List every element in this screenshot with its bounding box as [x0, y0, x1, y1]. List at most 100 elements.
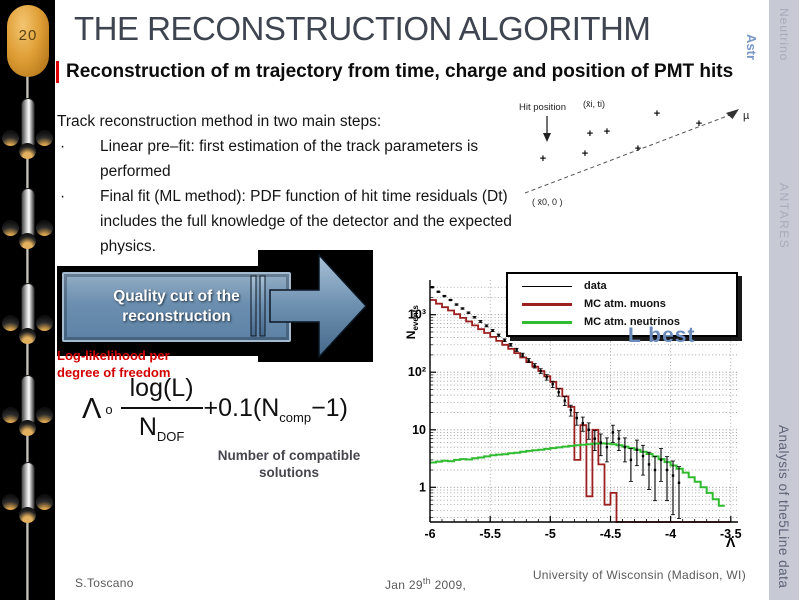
arrow-speed-bar — [250, 275, 257, 337]
right-banner: Neutrino ANTARES Analysis of the5Line da… — [769, 0, 799, 600]
detector-storey — [0, 375, 55, 461]
detector-line-sidebar: 20 — [0, 0, 55, 600]
formula-fraction: log(L) NDOF — [120, 374, 203, 444]
hit-position-label: Hit position — [519, 102, 566, 113]
legend-row: data — [508, 277, 736, 295]
footer-date: Jan 29th 2009, — [385, 576, 467, 592]
optical-module — [19, 328, 36, 344]
ncomp-label: Number of compatible solutions — [217, 448, 361, 480]
chart-legend: data MC atm. muons MC atm. neutrinos — [506, 272, 738, 337]
slide-subtitle: Reconstruction of m trajectory from time… — [56, 61, 779, 83]
origin-label: ( x̄0, 0 ) — [532, 197, 563, 207]
chart-x-axis-label: Λ — [726, 534, 736, 550]
formula-rest: +0.1(Ncomp−1) — [203, 393, 348, 425]
svg-text:1: 1 — [419, 480, 426, 494]
svg-text:10²: 10² — [408, 365, 426, 379]
svg-text:-4: -4 — [665, 527, 676, 541]
banner-text-neutrino: Neutrino — [777, 8, 791, 62]
formula-numerator: log(L) — [120, 374, 203, 409]
detector-storey — [0, 188, 55, 274]
storey-container — [21, 283, 35, 331]
slide-title: THE RECONSTRUCTION ALGORITHM — [74, 10, 651, 47]
mu-label: µ — [743, 110, 750, 122]
legend-line-muons — [522, 302, 572, 306]
svg-text:-5.5: -5.5 — [479, 527, 501, 541]
detector-storey — [0, 462, 55, 548]
track-arrowhead — [726, 109, 739, 119]
svg-text:10: 10 — [412, 423, 426, 437]
bullet-text: Linear pre–fit: first estimation of the … — [100, 138, 479, 180]
optical-module — [19, 233, 36, 249]
hit-markers: + + + + + + + — [540, 108, 702, 165]
svg-text:+: + — [587, 128, 593, 140]
arrow-speed-bar — [259, 275, 266, 337]
big-right-arrow — [250, 253, 368, 359]
optical-module — [36, 407, 53, 423]
svg-text:+: + — [540, 153, 546, 165]
svg-text:-3.5: -3.5 — [720, 527, 742, 541]
bullet-marker: · — [60, 188, 66, 205]
storey-container — [21, 375, 35, 423]
detector-buoy: 20 — [7, 5, 49, 77]
svg-text:+: + — [582, 148, 588, 160]
formula-lambda: Λ — [82, 392, 102, 425]
storey-container — [21, 188, 35, 236]
optical-module — [36, 220, 53, 236]
optical-module — [36, 130, 53, 146]
svg-text:+: + — [604, 126, 610, 138]
hit-pointer-arrowhead — [543, 133, 551, 142]
svg-text:+: + — [696, 118, 702, 130]
footer-author: S.Toscano — [75, 576, 134, 590]
bullet-text: Final fit (ML method): PDF function of h… — [100, 188, 512, 255]
svg-text:-6: -6 — [424, 527, 435, 541]
optical-module — [2, 130, 19, 146]
storey-container — [21, 462, 35, 510]
loglik-label: Log-likelihood per degree of freedom — [57, 348, 171, 380]
optical-module — [2, 494, 19, 510]
banner-text-astro: Astr — [744, 34, 759, 61]
detector-storey — [0, 98, 55, 184]
hit-coord-label: (x̄i, ti) — [583, 99, 605, 109]
optical-module — [2, 315, 19, 331]
bullet-marker: · — [60, 138, 66, 155]
svg-text:+: + — [635, 143, 641, 155]
optical-module — [19, 507, 36, 523]
bullet-item: · Final fit (ML method): PDF function of… — [57, 184, 535, 259]
legend-line-neutrinos — [522, 320, 572, 324]
chart-y-axis-label: Nevents — [403, 305, 421, 340]
banner-text-analysis: Analysis of the5Line data — [776, 424, 791, 588]
legend-line-data — [522, 285, 572, 287]
svg-text:+: + — [654, 108, 660, 120]
optical-module — [36, 315, 53, 331]
optical-module — [19, 420, 36, 436]
footer-venue: University of Wisconsin (Madison, WI) — [532, 568, 746, 582]
detector-storey — [0, 283, 55, 369]
legend-row: MC atm. muons — [508, 295, 736, 313]
optical-module — [36, 494, 53, 510]
svg-text:-5: -5 — [545, 527, 556, 541]
muon-track-line — [524, 112, 736, 194]
optical-module — [19, 143, 36, 159]
lambda-formula: Λ o log(L) NDOF +0.1(Ncomp−1) — [82, 374, 348, 444]
legend-label: MC atm. muons — [584, 298, 666, 310]
storey-container — [21, 98, 35, 146]
track-fit-sketch: Hit position (x̄i, ti) µ ( x̄0, 0 ) + ++ +… — [519, 99, 750, 207]
optical-module — [2, 220, 19, 236]
legend-row: MC atm. neutrinos — [508, 313, 736, 331]
lambda-chart: -6 -5.5 -5 -4.5 -4 -3.5 1 10 10² 10³ Nevents Λ da… — [398, 266, 746, 564]
lbest-annotation: L best — [628, 324, 696, 347]
bullet-item: · Linear pre–fit: first estimation of th… — [57, 134, 535, 184]
legend-label: data — [584, 280, 607, 292]
optical-module — [2, 407, 19, 423]
quality-cut-label: Quality cut of the reconstruction — [113, 288, 240, 325]
body-intro: Track reconstruction method in two main … — [57, 113, 382, 130]
arrow-shape — [269, 253, 368, 359]
slide-number: 20 — [18, 27, 38, 44]
legend-label: MC atm. neutrinos — [584, 316, 680, 328]
formula-sup: o — [105, 401, 113, 417]
formula-denominator: NDOF — [138, 413, 185, 444]
svg-text:-4.5: -4.5 — [600, 527, 622, 541]
svg-text:10³: 10³ — [408, 308, 426, 322]
banner-text-antares: ANTARES — [777, 183, 791, 250]
